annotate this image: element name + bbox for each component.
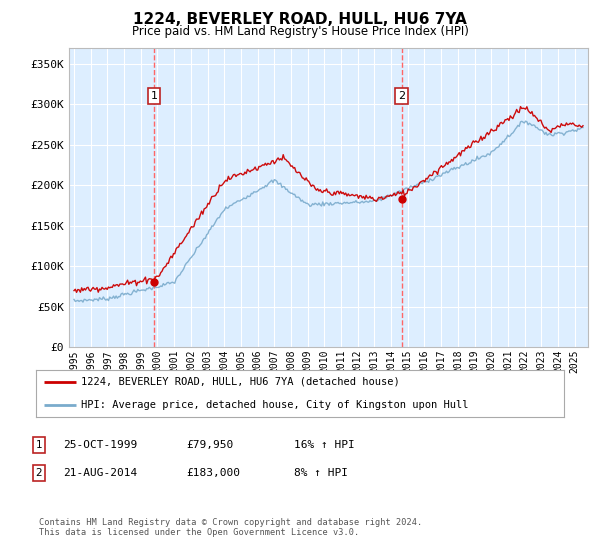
Text: 1224, BEVERLEY ROAD, HULL, HU6 7YA (detached house): 1224, BEVERLEY ROAD, HULL, HU6 7YA (deta… [81, 376, 400, 386]
Text: Contains HM Land Registry data © Crown copyright and database right 2024.
This d: Contains HM Land Registry data © Crown c… [39, 518, 422, 538]
Text: 8% ↑ HPI: 8% ↑ HPI [294, 468, 348, 478]
Text: 2: 2 [398, 91, 405, 101]
Text: 21-AUG-2014: 21-AUG-2014 [63, 468, 137, 478]
Text: HPI: Average price, detached house, City of Kingston upon Hull: HPI: Average price, detached house, City… [81, 400, 469, 410]
Text: 2: 2 [35, 468, 43, 478]
Text: £183,000: £183,000 [186, 468, 240, 478]
Text: Price paid vs. HM Land Registry's House Price Index (HPI): Price paid vs. HM Land Registry's House … [131, 25, 469, 38]
Text: 1224, BEVERLEY ROAD, HULL, HU6 7YA: 1224, BEVERLEY ROAD, HULL, HU6 7YA [133, 12, 467, 27]
Text: 16% ↑ HPI: 16% ↑ HPI [294, 440, 355, 450]
Text: £79,950: £79,950 [186, 440, 233, 450]
Text: 1: 1 [35, 440, 43, 450]
Text: 25-OCT-1999: 25-OCT-1999 [63, 440, 137, 450]
Text: 1: 1 [151, 91, 158, 101]
